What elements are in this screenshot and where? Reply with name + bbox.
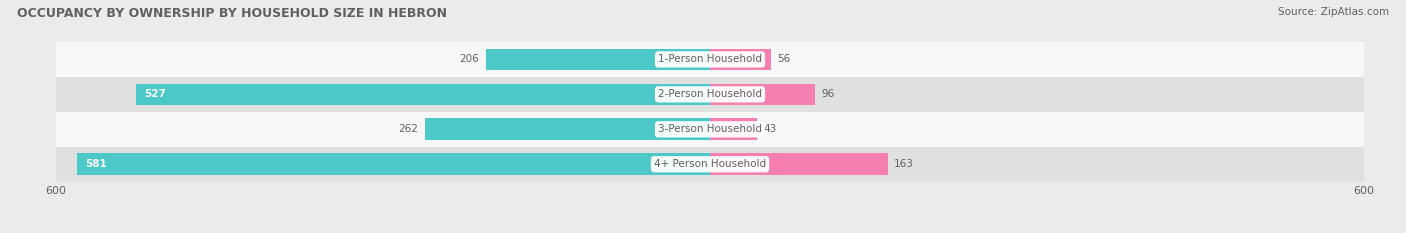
Text: 527: 527 (145, 89, 166, 99)
Bar (710, 83, 814, 105)
Bar (136, 83, 710, 105)
Text: 1-Person Household: 1-Person Household (658, 55, 762, 64)
Text: 4+ Person Household: 4+ Person Household (654, 159, 766, 169)
Text: OCCUPANCY BY OWNERSHIP BY HOUSEHOLD SIZE IN HEBRON: OCCUPANCY BY OWNERSHIP BY HOUSEHOLD SIZE… (17, 7, 447, 20)
Text: 163: 163 (894, 159, 914, 169)
Text: 581: 581 (86, 159, 107, 169)
Bar (710, 118, 756, 140)
Legend: Owner-occupied, Renter-occupied: Owner-occupied, Renter-occupied (589, 229, 831, 233)
Bar (77, 153, 710, 175)
Text: 262: 262 (398, 124, 418, 134)
Text: 3-Person Household: 3-Person Household (658, 124, 762, 134)
Text: 206: 206 (460, 55, 479, 64)
Bar (485, 49, 710, 70)
Text: 56: 56 (778, 55, 790, 64)
Bar (56, 147, 1364, 182)
Text: Source: ZipAtlas.com: Source: ZipAtlas.com (1278, 7, 1389, 17)
Text: 96: 96 (821, 89, 834, 99)
Text: 2-Person Household: 2-Person Household (658, 89, 762, 99)
Bar (56, 112, 1364, 147)
Bar (56, 77, 1364, 112)
Text: 43: 43 (763, 124, 776, 134)
Bar (710, 49, 770, 70)
Bar (710, 153, 887, 175)
Bar (425, 118, 710, 140)
Bar (56, 42, 1364, 77)
